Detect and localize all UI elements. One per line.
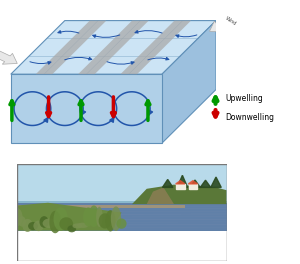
Polygon shape — [16, 203, 122, 231]
Bar — [16, 201, 226, 208]
Ellipse shape — [60, 221, 73, 229]
Ellipse shape — [18, 227, 26, 233]
Ellipse shape — [54, 211, 68, 228]
Polygon shape — [177, 177, 188, 187]
Ellipse shape — [70, 205, 84, 229]
Polygon shape — [189, 184, 197, 190]
Ellipse shape — [117, 209, 126, 229]
Text: Downwelling: Downwelling — [225, 113, 274, 122]
Ellipse shape — [111, 211, 121, 228]
Polygon shape — [209, 10, 251, 32]
Ellipse shape — [49, 227, 61, 233]
Bar — [16, 164, 226, 203]
Ellipse shape — [12, 213, 21, 228]
Bar — [16, 205, 184, 208]
Ellipse shape — [77, 210, 88, 227]
Polygon shape — [78, 21, 149, 74]
Polygon shape — [147, 187, 174, 204]
Polygon shape — [211, 176, 221, 187]
Polygon shape — [0, 42, 17, 64]
Polygon shape — [200, 180, 211, 187]
Polygon shape — [176, 181, 185, 184]
Polygon shape — [36, 21, 106, 74]
Polygon shape — [162, 21, 216, 143]
Polygon shape — [188, 181, 197, 184]
Bar — [16, 203, 226, 231]
Text: Upwelling: Upwelling — [225, 94, 263, 103]
Ellipse shape — [34, 210, 43, 233]
Ellipse shape — [65, 221, 79, 228]
Text: Wind: Wind — [225, 16, 238, 27]
Polygon shape — [132, 185, 226, 204]
Polygon shape — [163, 176, 173, 187]
Ellipse shape — [24, 206, 31, 228]
Text: Wind: Wind — [0, 48, 2, 59]
Polygon shape — [11, 74, 162, 143]
Ellipse shape — [38, 219, 50, 233]
Polygon shape — [176, 184, 184, 190]
Ellipse shape — [83, 211, 93, 232]
Polygon shape — [120, 21, 191, 74]
Ellipse shape — [92, 209, 106, 232]
Polygon shape — [190, 175, 200, 187]
Ellipse shape — [46, 221, 54, 227]
Polygon shape — [11, 21, 216, 74]
Ellipse shape — [88, 216, 99, 232]
Ellipse shape — [104, 220, 117, 232]
Ellipse shape — [101, 221, 109, 233]
Ellipse shape — [26, 207, 40, 232]
